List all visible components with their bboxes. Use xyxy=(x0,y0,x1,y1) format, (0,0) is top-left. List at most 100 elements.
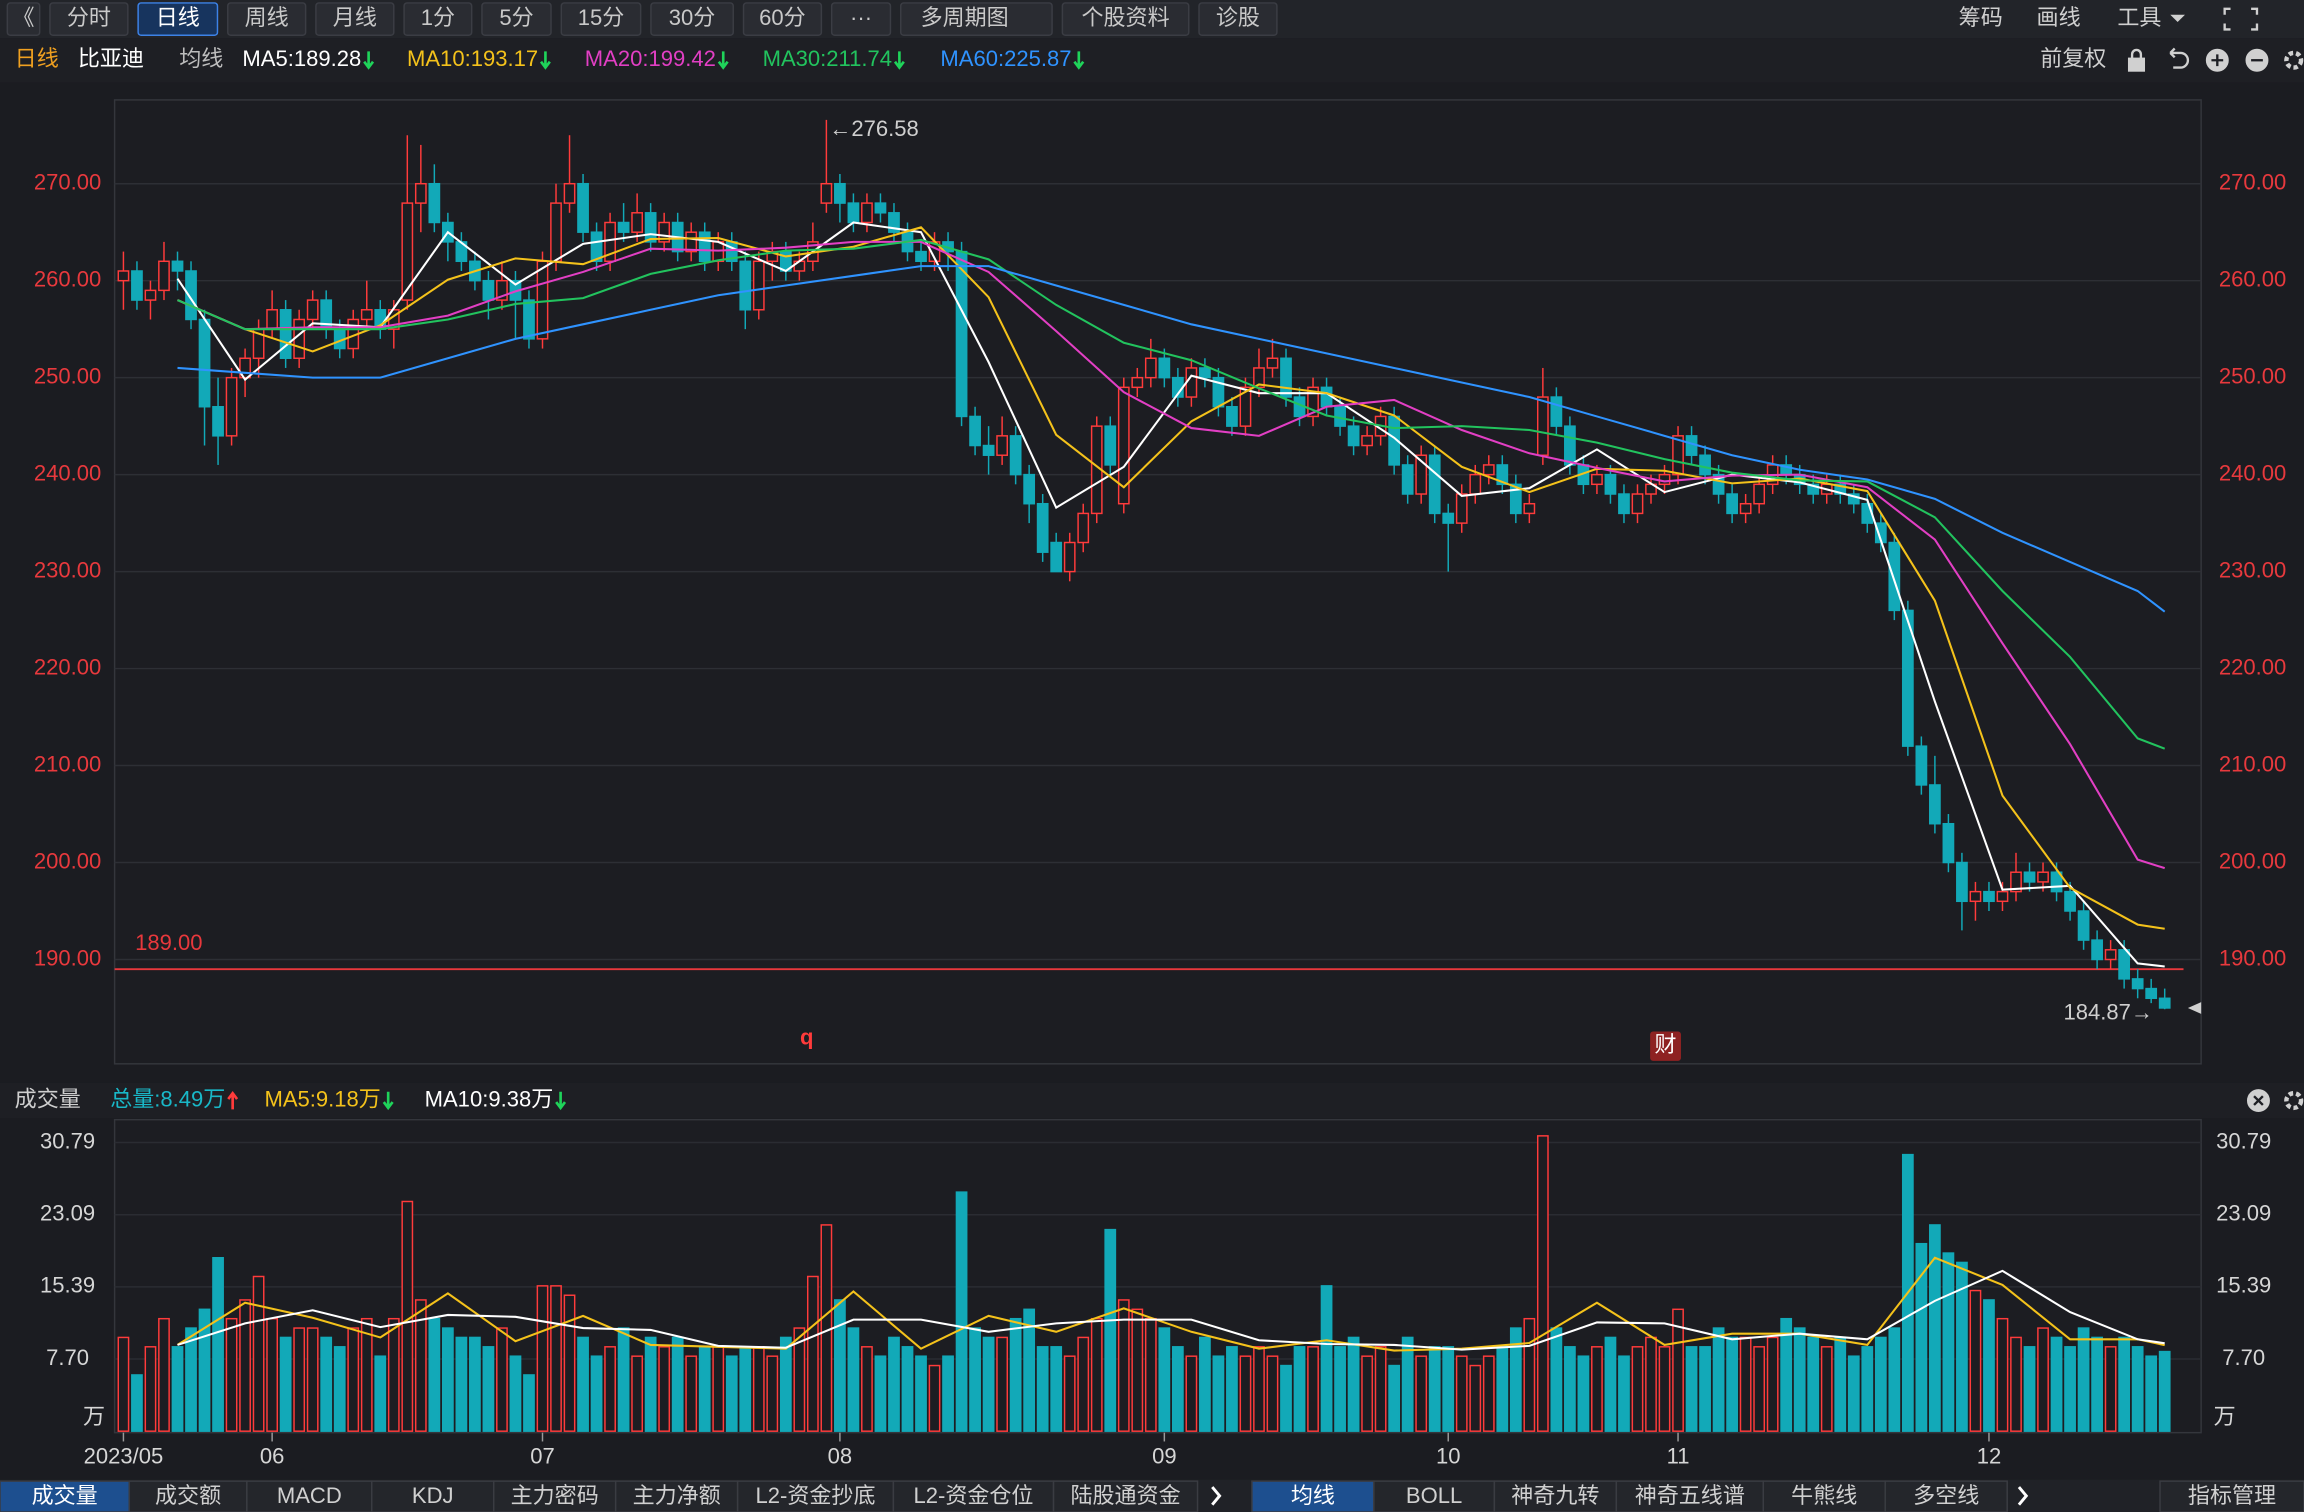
toolbar-button-label[interactable]: 《 xyxy=(12,5,34,30)
settings-icon[interactable] xyxy=(2284,50,2304,70)
indicator-tab-label[interactable]: BOLL xyxy=(1406,1483,1462,1508)
toolbar-button[interactable] xyxy=(1061,2,1190,36)
toolbar-button-label[interactable]: 日线 xyxy=(156,5,200,30)
toolbar-button[interactable] xyxy=(6,2,41,36)
indicator-tab[interactable] xyxy=(1052,1480,1199,1512)
candle-body xyxy=(1753,483,1766,505)
toolbar-right-item[interactable]: 工具 xyxy=(2117,5,2161,30)
indicator-tab-label[interactable]: 主力密码 xyxy=(511,1483,599,1508)
volume-bar xyxy=(1131,1308,1144,1432)
volume-bar xyxy=(1658,1346,1671,1432)
volume-bar xyxy=(644,1336,657,1432)
candle-body xyxy=(1023,473,1036,505)
indicator-tab[interactable] xyxy=(128,1480,248,1512)
toolbar-button[interactable] xyxy=(1198,2,1278,36)
indicator-tab[interactable] xyxy=(371,1480,495,1512)
indicator-tab-label[interactable]: 神奇九转 xyxy=(1511,1483,1599,1508)
toolbar-button[interactable] xyxy=(900,2,1053,36)
settings-icon[interactable] xyxy=(2284,1091,2304,1111)
event-marker[interactable]: 财 xyxy=(1655,1032,1677,1057)
indicator-tab-label[interactable]: 成交额 xyxy=(155,1483,221,1508)
toolbar-button-label[interactable]: 个股资料 xyxy=(1081,5,1169,30)
indicator-tab[interactable] xyxy=(246,1480,373,1512)
toolbar-button[interactable] xyxy=(560,2,642,36)
toolbar-button-label[interactable]: 15分 xyxy=(578,5,625,30)
lock-icon[interactable] xyxy=(2127,57,2146,72)
volume-bar xyxy=(1442,1346,1455,1432)
candle-body xyxy=(239,357,251,379)
volume-total: 总量:8.49万 xyxy=(110,1086,225,1111)
fullscreen-icon[interactable] xyxy=(2223,7,2259,31)
y-tick-label-right: 190.00 xyxy=(2219,945,2286,970)
down-arrow xyxy=(539,51,551,70)
undo-icon[interactable] xyxy=(2169,47,2190,69)
indicator-tab-label[interactable]: 多空线 xyxy=(1913,1483,1979,1508)
indicator-tab-label[interactable]: KDJ xyxy=(412,1483,454,1508)
indicator-manage[interactable] xyxy=(2159,1480,2304,1512)
indicator-tab[interactable] xyxy=(1884,1480,2008,1512)
toolbar-button[interactable] xyxy=(742,2,823,36)
indicator-tab-label[interactable]: 成交量 xyxy=(32,1483,98,1508)
toolbar-button-label[interactable]: 诊股 xyxy=(1216,5,1260,30)
indicator-tab-label[interactable]: 主力净额 xyxy=(633,1483,721,1508)
toolbar-button-label[interactable]: 1分 xyxy=(421,5,455,30)
toolbar-button-label[interactable]: 5分 xyxy=(499,5,533,30)
volume-bar xyxy=(1077,1336,1090,1432)
indicator-tab-label[interactable]: L2-资金仓位 xyxy=(913,1483,1033,1508)
indicator-tab[interactable] xyxy=(892,1480,1055,1512)
candle-body xyxy=(2145,987,2158,1000)
volume-plot xyxy=(113,1118,2202,1434)
indicator-tab-label[interactable]: L2-资金抄底 xyxy=(756,1483,876,1508)
toolbar-button[interactable] xyxy=(830,2,892,36)
toolbar-button[interactable] xyxy=(49,2,129,36)
indicator-tab[interactable] xyxy=(1615,1480,1764,1512)
toolbar-button[interactable] xyxy=(481,2,552,36)
down-arrow xyxy=(717,51,729,70)
y-tick-label: 230.00 xyxy=(34,557,101,582)
toolbar-button[interactable] xyxy=(137,2,219,36)
volume-bar xyxy=(1712,1327,1725,1432)
indicator-tab[interactable] xyxy=(1373,1480,1496,1512)
toolbar-button-label[interactable]: 60分 xyxy=(759,5,806,30)
toolbar-right-item[interactable]: 画线 xyxy=(2037,5,2081,30)
toolbar-button[interactable] xyxy=(403,2,473,36)
candle-body xyxy=(306,299,319,321)
toolbar-button[interactable] xyxy=(315,2,395,36)
candle-body xyxy=(1428,454,1441,515)
toolbar-button[interactable] xyxy=(650,2,734,36)
y-tick-label: 200.00 xyxy=(34,848,101,873)
toolbar-button-label[interactable]: 月线 xyxy=(333,5,377,30)
toolbar-button-label[interactable]: 30分 xyxy=(669,5,716,30)
toolbar-button-label[interactable]: ··· xyxy=(850,5,872,30)
volume-bar xyxy=(1401,1336,1414,1432)
candle-body xyxy=(739,260,752,311)
volume-bar xyxy=(185,1327,197,1432)
volume-bar xyxy=(117,1336,130,1432)
indicator-tab[interactable] xyxy=(614,1480,739,1512)
candle-body xyxy=(1469,473,1482,495)
adjust-label[interactable]: 前复权 xyxy=(2040,46,2106,71)
indicator-tab-label[interactable]: MACD xyxy=(277,1483,342,1508)
toolbar-button[interactable] xyxy=(227,2,307,36)
indicator-tab-label[interactable]: 陆股通资金 xyxy=(1070,1483,1180,1508)
toolbar-button-label[interactable]: 分时 xyxy=(67,5,111,30)
volume-bar xyxy=(1280,1364,1292,1432)
legend-entry: MA20:199.42 xyxy=(585,46,716,71)
indicator-tab[interactable] xyxy=(1493,1480,1618,1512)
indicator-tab[interactable] xyxy=(1251,1480,1375,1512)
volume-bar xyxy=(658,1346,671,1432)
candle-body xyxy=(847,202,860,224)
toolbar-button-label[interactable]: 多周期图 xyxy=(921,5,1009,30)
toolbar-button-label[interactable]: 周线 xyxy=(245,5,289,30)
indicator-tab-label[interactable]: 神奇五线谱 xyxy=(1635,1483,1745,1508)
tab-more[interactable] xyxy=(1211,1486,2029,1506)
candle-body xyxy=(874,202,887,214)
indicator-tab-label[interactable]: 牛熊线 xyxy=(1791,1483,1857,1508)
candle-body xyxy=(1915,745,1928,786)
toolbar-right-item[interactable]: 筹码 xyxy=(1959,5,2003,30)
indicator-manage-label[interactable]: 指标管理 xyxy=(2188,1483,2276,1508)
indicator-tab-label[interactable]: 均线 xyxy=(1291,1483,1335,1508)
volume-bar xyxy=(1847,1355,1860,1432)
y-tick-label-right: 15.39 xyxy=(2216,1273,2271,1298)
indicator-tab[interactable] xyxy=(492,1480,617,1512)
